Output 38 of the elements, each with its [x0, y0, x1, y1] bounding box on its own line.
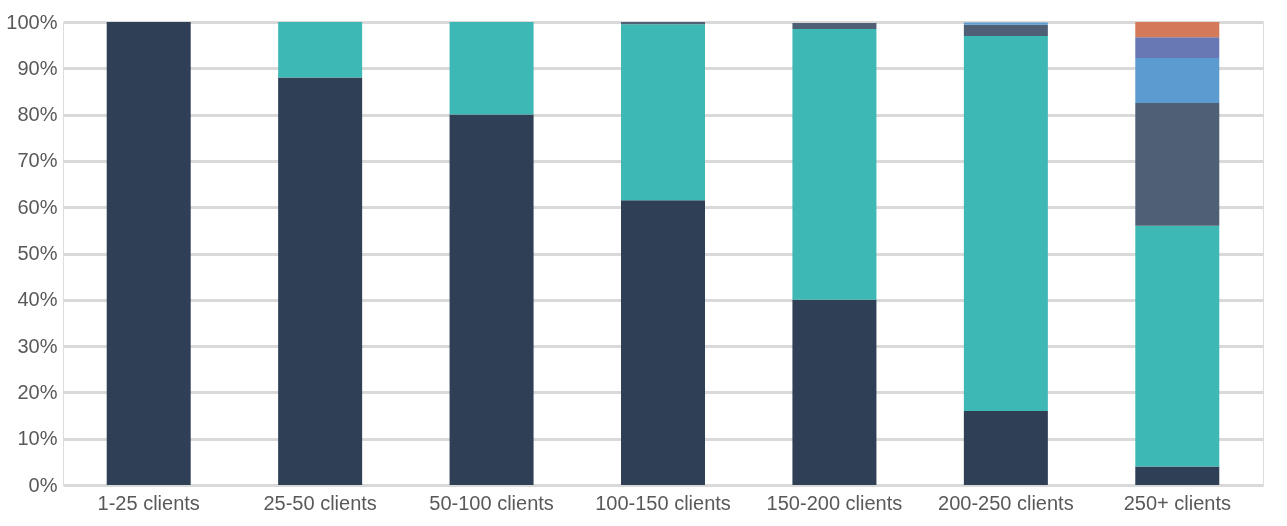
y-tick-label: 90%: [17, 56, 58, 79]
bar: [621, 24, 705, 201]
y-tick-label: 10%: [17, 427, 58, 450]
bar: [963, 24, 1048, 36]
y-tick-label: 80%: [17, 103, 58, 126]
bar: [1135, 58, 1220, 104]
y-tick-label: 70%: [17, 149, 58, 172]
bar: [1135, 22, 1220, 38]
x-tick-label: 1-25 clients: [97, 491, 200, 514]
x-tick-label: 250+ clients: [1123, 491, 1231, 514]
y-tick-label: 60%: [17, 195, 58, 218]
bar: [106, 22, 191, 485]
x-tick-label: 25-50 clients: [263, 491, 377, 514]
bar: [792, 28, 877, 300]
bar: [278, 22, 363, 78]
bar: [1135, 225, 1220, 467]
y-tick-label: 30%: [17, 334, 58, 357]
y-tick-label: 0%: [28, 473, 58, 496]
y-tick-label: 20%: [17, 380, 58, 403]
y-tick-label: 100%: [6, 10, 58, 33]
bar: [963, 35, 1048, 411]
bar: [963, 410, 1048, 485]
bar: [449, 114, 534, 485]
bar: [792, 299, 877, 485]
y-tick-label: 50%: [17, 242, 58, 264]
bar: [621, 200, 705, 485]
bar: [1135, 103, 1220, 226]
y-tick-label: 40%: [17, 288, 58, 311]
bar: [1135, 37, 1220, 59]
bar: [449, 22, 534, 115]
x-tick-label: 100-150 clients: [595, 491, 731, 514]
bar: [963, 22, 1048, 25]
x-tick-label: 200-250 clients: [938, 491, 1074, 514]
bar: [792, 22, 877, 29]
x-tick-label: 50-100 clients: [429, 491, 554, 514]
bar: [278, 77, 363, 485]
x-tick-label: 150-200 clients: [766, 491, 903, 514]
bar: [1135, 466, 1220, 485]
